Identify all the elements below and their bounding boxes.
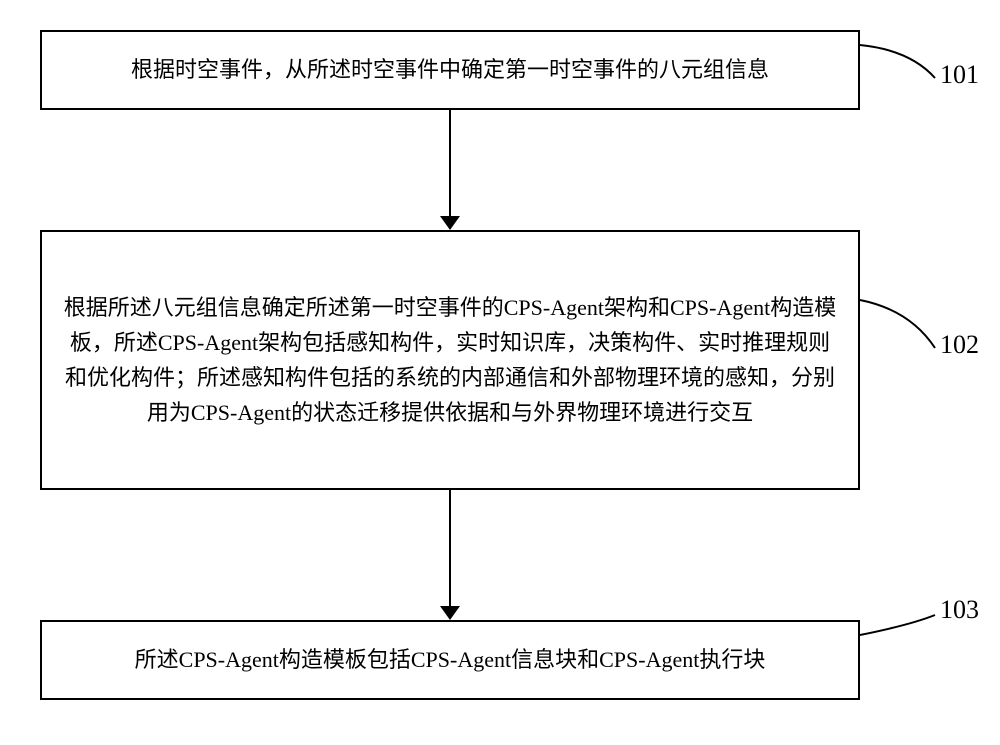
connector-3 [0, 0, 1000, 745]
step-label-102: 102 [940, 330, 979, 360]
step-label-103: 103 [940, 595, 979, 625]
step-label-101: 101 [940, 60, 979, 90]
